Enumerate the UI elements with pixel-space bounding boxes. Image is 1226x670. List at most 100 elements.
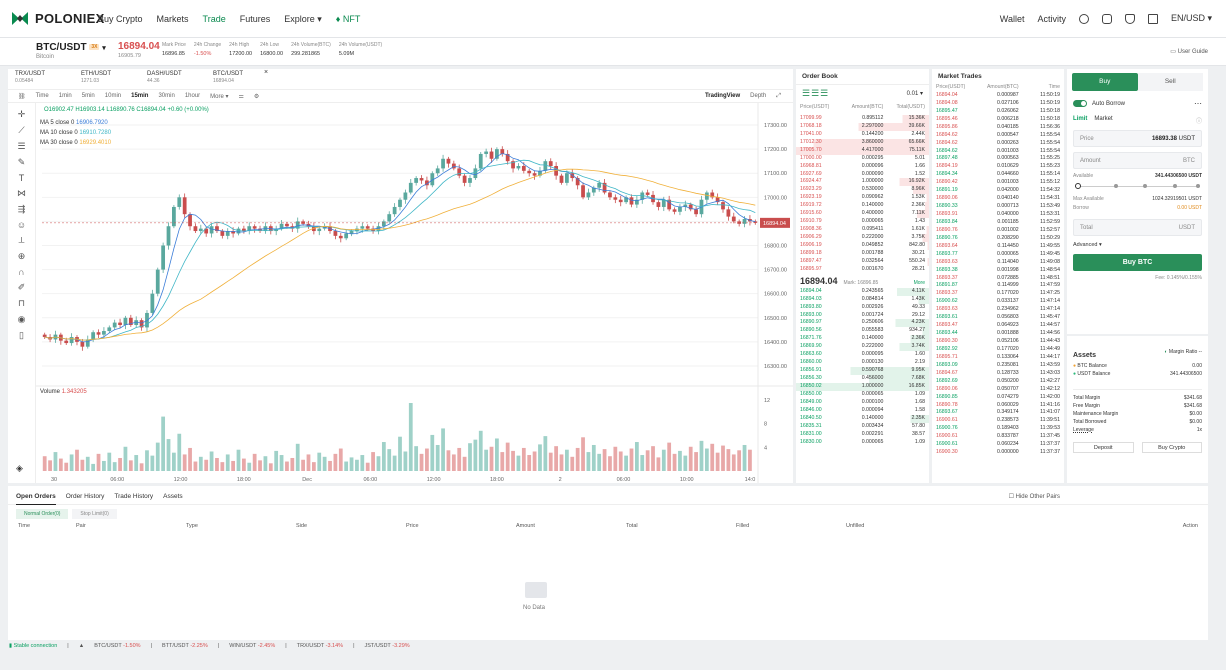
prediction-icon[interactable]: ⇶	[17, 204, 26, 214]
buy-tab[interactable]: Buy	[1072, 73, 1138, 91]
nav-trade[interactable]: Trade	[202, 14, 226, 24]
ask-row[interactable]: 16906.29 0.222000 3.75K	[796, 234, 929, 242]
tradingview-toggle[interactable]: TradingView	[704, 93, 741, 99]
bid-row[interactable]: 16849.00 0.000100 1.68	[796, 398, 929, 407]
tab-assets[interactable]: Assets	[163, 493, 183, 500]
bid-row[interactable]: 16894.04 0.243565 4.11K	[796, 287, 929, 296]
language-currency-select[interactable]: EN/USD ▾	[1170, 13, 1212, 23]
text-tool-icon[interactable]: T	[18, 173, 25, 183]
margin-ratio[interactable]: ◐ Margin Ratio --	[1164, 348, 1203, 355]
brush-icon[interactable]: ✎	[17, 157, 26, 167]
pencil-lock-icon[interactable]: ✐	[17, 282, 26, 292]
crosshair-icon[interactable]: ✛	[17, 109, 26, 119]
pair-tab-eth[interactable]: ETH/USDT 1271.03	[74, 69, 140, 89]
ask-row[interactable]: 16895.97 0.001670 28.21	[796, 265, 929, 274]
bid-row[interactable]: 16869.90 0.222000 3.74K	[796, 343, 929, 352]
ask-row[interactable]: 16906.19 0.049852 842.80	[796, 241, 929, 250]
bid-row[interactable]: 16890.97 0.250606 4.23K	[796, 319, 929, 328]
interval-1min[interactable]: 1min	[58, 93, 72, 99]
pair-tab-trx[interactable]: TRX/USDT 0.05484	[8, 69, 74, 89]
tab-trade-history[interactable]: Trade History	[114, 493, 154, 500]
ask-row[interactable]: 16899.18 0.001788 30.21	[796, 249, 929, 258]
ask-row[interactable]: 16915.60 0.400000 7.11K	[796, 210, 929, 219]
buy-crypto-button[interactable]: Buy Crypto	[1141, 442, 1202, 453]
ask-row[interactable]: 17099.99 0.895112 15.36K	[796, 114, 929, 123]
bid-row[interactable]: 16860.00 0.000130 2.19	[796, 359, 929, 368]
emoji-icon[interactable]: ☺	[16, 220, 27, 230]
interval-more[interactable]: More ▾	[210, 93, 229, 100]
bid-row[interactable]: 16863.60 0.000095 1.60	[796, 351, 929, 360]
more-link[interactable]: More	[913, 279, 925, 286]
pair-tab-btc[interactable]: BTC/USDT 16894.04 ×	[206, 69, 272, 89]
more-options-icon[interactable]: ⋯	[1194, 99, 1202, 108]
ask-row[interactable]: 16923.29 0.530000 8.96K	[796, 186, 929, 195]
total-input[interactable]: Total USDT	[1073, 219, 1202, 236]
footer-ticker-win[interactable]: WIN/USDT -2.45%	[229, 643, 276, 649]
bid-row[interactable]: 16893.00 0.001724 29.12	[796, 311, 929, 320]
user-icon[interactable]	[1078, 13, 1089, 24]
bid-row[interactable]: 16890.56 0.055583 934.27	[796, 327, 929, 336]
bid-row[interactable]: 16850.00 0.000065 1.09	[796, 390, 929, 399]
close-tab-icon[interactable]: ×	[264, 69, 269, 76]
buy-btc-button[interactable]: Buy BTC	[1073, 254, 1202, 271]
bid-row[interactable]: 16830.00 0.000065 1.09	[796, 438, 929, 447]
fib-icon[interactable]: ☰	[17, 141, 26, 151]
amount-slider[interactable]	[1075, 182, 1200, 192]
bid-row[interactable]: 16856.30 0.456000 7.68K	[796, 375, 929, 383]
indicators-icon[interactable]: ⚌	[238, 93, 244, 100]
nav-markets[interactable]: Markets	[156, 14, 189, 24]
depth-toggle[interactable]: Depth	[750, 93, 767, 99]
interval-5min[interactable]: 5min	[81, 93, 95, 99]
interval-time[interactable]: Time	[35, 93, 49, 99]
bid-row[interactable]: 16846.00 0.000094 1.58	[796, 406, 929, 415]
support-icon[interactable]	[1101, 13, 1112, 24]
footer-ticker-btc[interactable]: BTC/USDT -1.50%	[94, 643, 141, 649]
amount-input[interactable]: Amount BTC	[1073, 152, 1202, 169]
scroll-up-icon[interactable]: ▲	[78, 643, 85, 649]
nav-activity[interactable]: Activity	[1037, 13, 1066, 24]
ask-row[interactable]: 16927.69 0.000090 1.52	[796, 170, 929, 179]
pair-selector[interactable]: BTC/USDT 3X ▾	[36, 42, 106, 53]
ask-row[interactable]: 16919.72 0.140000 2.36K	[796, 202, 929, 211]
interval-15min[interactable]: 15min	[131, 93, 149, 99]
bid-row[interactable]: 16894.03 0.084814 1.43K	[796, 295, 929, 304]
ask-row[interactable]: 17068.18 2.297000 39.66K	[796, 122, 929, 131]
interval-10min[interactable]: 10min	[104, 93, 122, 99]
user-guide-link[interactable]: ▭ User Guide	[1170, 49, 1208, 55]
advanced-toggle[interactable]: Advanced ▾	[1073, 242, 1102, 248]
sell-tab[interactable]: Sell	[1137, 73, 1203, 91]
book-view-toggle-icon[interactable]: ☰☰☰	[802, 88, 830, 98]
ask-row[interactable]: 17000.00 0.000295 5.01	[796, 154, 929, 163]
bid-row[interactable]: 16840.50 0.140000 2.35K	[796, 414, 929, 423]
ask-row[interactable]: 16897.47 0.032564 550.24	[796, 257, 929, 266]
ask-row[interactable]: 16968.81 0.000096 1.66	[796, 162, 929, 171]
ruler-icon[interactable]: ⟂	[18, 235, 25, 245]
chart-settings-icon[interactable]: ⛓	[18, 93, 26, 100]
trash-icon[interactable]: ▯	[19, 330, 24, 340]
bid-row[interactable]: 16871.76 0.140000 2.36K	[796, 335, 929, 344]
bid-row[interactable]: 16831.00 0.002291 38.57	[796, 430, 929, 439]
bid-row[interactable]: 16850.02 1.000000 16.85K	[796, 382, 929, 391]
precision-select[interactable]: 0.01 ▾	[906, 91, 923, 97]
magnet-icon[interactable]: ∩	[18, 267, 25, 277]
nav-futures[interactable]: Futures	[239, 14, 271, 24]
hide-other-pairs-checkbox[interactable]: ☐ Hide Other Pairs	[1008, 494, 1060, 500]
interval-1hour[interactable]: 1hour	[184, 93, 201, 99]
subtab-normal-order[interactable]: Normal Order(0)	[16, 509, 69, 519]
interval-30min[interactable]: 30min	[158, 93, 175, 99]
bid-row[interactable]: 16835.31 0.003434 57.80	[796, 422, 929, 431]
chart-gear-icon[interactable]: ⚙	[253, 93, 260, 100]
bid-row[interactable]: 16893.80 0.002926 49.33	[796, 303, 929, 312]
eye-icon[interactable]: ◉	[17, 314, 26, 324]
auto-borrow-toggle[interactable]	[1073, 100, 1087, 107]
info-icon[interactable]: ⓘ	[1195, 119, 1202, 125]
bid-row[interactable]: 16856.91 0.590768 9.95K	[796, 367, 929, 375]
trendline-icon[interactable]: ⟋	[18, 125, 25, 135]
download-icon[interactable]	[1147, 13, 1158, 24]
brand-logo[interactable]: POLONIEX	[12, 11, 105, 26]
fullscreen-icon[interactable]: ⤢	[776, 92, 781, 99]
deposit-button[interactable]: Deposit	[1073, 442, 1134, 453]
ask-row[interactable]: 17041.00 0.144200 2.44K	[796, 130, 929, 139]
lock-icon[interactable]: ⊓	[17, 298, 26, 308]
ask-row[interactable]: 16910.79 0.000065 1.43	[796, 218, 929, 227]
